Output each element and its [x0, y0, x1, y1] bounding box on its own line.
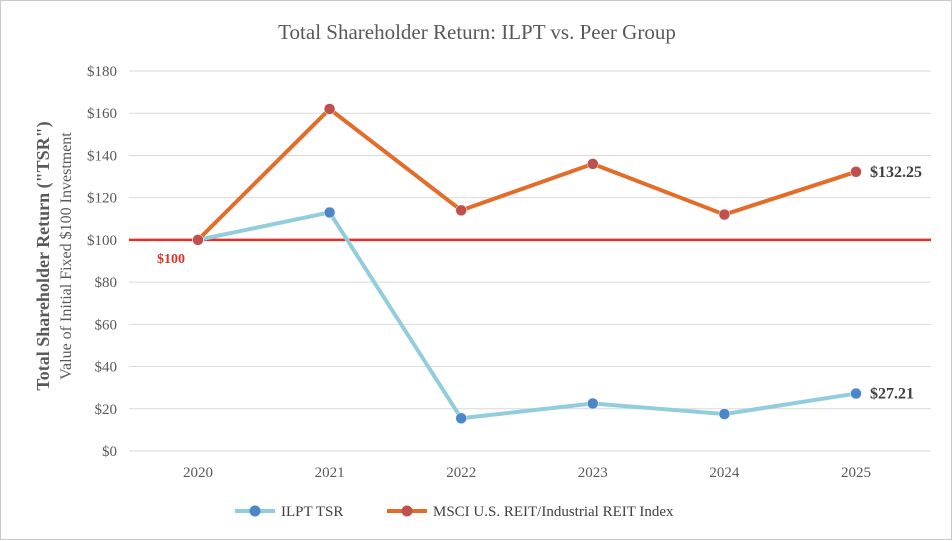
x-axis-ticks: 2020 2021 2022 2023 2024 2025: [183, 465, 871, 481]
y-axis-ticks: $0 $20 $40 $60 $80 $100 $120 $140 $160 $180: [87, 64, 117, 460]
reference-line-group: $100: [129, 238, 931, 267]
y-tick-label: $80: [95, 275, 118, 291]
data-point: [587, 397, 599, 410]
x-tick-label: 2025: [841, 465, 871, 481]
y-tick-label: $20: [95, 402, 118, 418]
data-point: [587, 158, 599, 170]
series-group: $27.21 $132.25: [192, 103, 922, 425]
y-tick-label: $180: [87, 64, 117, 80]
data-point: [850, 387, 862, 400]
series-line-0: [196, 210, 858, 421]
y-tick-label: $0: [102, 444, 117, 460]
x-tick-label: 2021: [315, 465, 345, 481]
data-point: [455, 412, 467, 425]
legend-label: ILPT TSR: [281, 504, 343, 520]
legend-label: MSCI U.S. REIT/Industrial REIT Index: [433, 504, 674, 520]
y-axis-label-sub: Value of Initial Fixed $100 Investment: [58, 132, 75, 380]
x-tick-label: 2020: [183, 465, 213, 481]
data-point: [718, 408, 731, 420]
x-tick-label: 2024: [709, 465, 740, 481]
end-value-label: $132.25: [870, 164, 922, 181]
legend-marker: [249, 505, 261, 517]
y-tick-label: $160: [87, 106, 117, 122]
y-tick-label: $40: [95, 360, 118, 376]
reference-line-label: $100: [157, 252, 185, 267]
y-axis-label-main: Total Shareholder Return ("TSR"): [33, 121, 54, 390]
data-point: [192, 234, 204, 246]
y-axis-title: Total Shareholder Return ("TSR") Value o…: [33, 121, 75, 390]
data-point: [850, 166, 862, 178]
x-tick-label: 2022: [446, 465, 476, 481]
data-point: [323, 206, 336, 219]
y-tick-label: $100: [87, 233, 117, 249]
y-tick-label: $120: [87, 191, 117, 207]
legend: ILPT TSR MSCI U.S. REIT/Industrial REIT I…: [235, 504, 674, 520]
y-tick-label: $60: [95, 317, 118, 333]
gridlines: [129, 70, 931, 452]
data-point: [455, 204, 467, 217]
chart-title: Total Shareholder Return: ILPT vs. Peer …: [278, 20, 676, 44]
end-value-label: $27.21: [870, 386, 914, 403]
x-tick-label: 2023: [578, 465, 608, 481]
legend-marker: [401, 505, 413, 517]
series-line-1: [196, 107, 858, 242]
data-point: [323, 103, 336, 115]
data-point: [718, 208, 731, 221]
y-tick-label: $140: [87, 148, 117, 164]
